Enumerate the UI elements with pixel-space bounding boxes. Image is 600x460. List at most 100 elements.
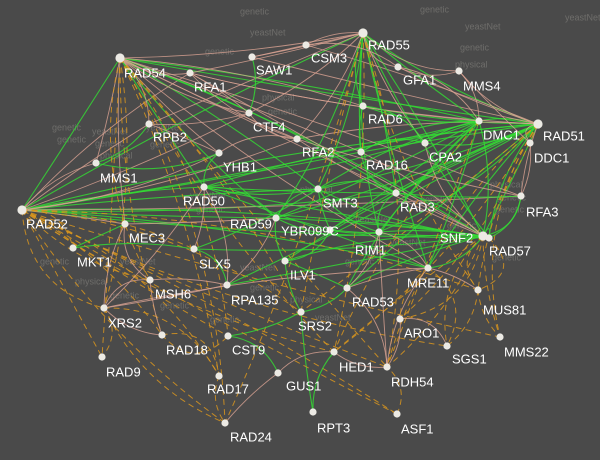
graph-node[interactable] (485, 234, 493, 242)
edge-type-label: physical (75, 276, 108, 286)
graph-node[interactable] (396, 315, 404, 323)
edge-type-label: genetic (95, 138, 125, 148)
graph-edge (203, 186, 397, 194)
graph-node[interactable] (455, 67, 463, 75)
graph-edge (21, 162, 97, 211)
graph-node[interactable] (186, 69, 194, 77)
graph-node[interactable] (302, 41, 310, 49)
graph-edge (214, 375, 226, 424)
graph-node[interactable] (478, 231, 488, 241)
graph-node[interactable] (394, 63, 402, 71)
graph-edge (148, 123, 220, 154)
graph-node[interactable] (281, 257, 289, 265)
graph-edge (362, 105, 426, 144)
graph-edge (119, 57, 484, 237)
graph-node[interactable] (358, 28, 368, 38)
edge-type-label: genetic (497, 192, 527, 202)
graph-node-label: SLX5 (199, 256, 231, 271)
graph-node[interactable] (421, 139, 429, 147)
graph-node[interactable] (215, 372, 223, 380)
graph-node[interactable] (375, 228, 383, 236)
graph-edge (72, 242, 195, 250)
graph-node-label: DMC1 (483, 127, 520, 142)
graph-node[interactable] (326, 226, 334, 234)
graph-node-label: RAD24 (230, 429, 272, 444)
graph-node[interactable] (293, 135, 301, 143)
graph-node[interactable] (190, 245, 198, 253)
graph-edge (224, 372, 279, 424)
graph-edge (317, 188, 331, 231)
edge-type-label: yeastNet (565, 12, 600, 22)
graph-edge (203, 120, 480, 188)
graph-edge (399, 317, 448, 347)
graph-node-label: MSH6 (155, 286, 191, 301)
graph-edge (284, 260, 348, 289)
graph-node[interactable] (272, 214, 280, 222)
graph-edge (305, 32, 364, 46)
graph-edge (21, 209, 398, 415)
graph-node[interactable] (146, 276, 154, 284)
graph-edge (189, 72, 298, 140)
graph-edge (21, 209, 151, 281)
graph-node[interactable] (158, 331, 166, 339)
graph-node[interactable] (200, 183, 208, 191)
graph-node[interactable] (330, 348, 338, 356)
graph-node[interactable] (392, 189, 400, 197)
graph-node[interactable] (343, 284, 351, 292)
graph-edge (346, 120, 480, 289)
edge-type-label: physical (290, 294, 323, 304)
graph-node[interactable] (121, 220, 129, 228)
graph-edge (362, 32, 400, 368)
graph-node[interactable] (92, 159, 100, 167)
graph-node[interactable] (309, 408, 317, 416)
graph-edge (119, 57, 429, 269)
graph-node[interactable] (98, 353, 106, 361)
edge-type-label: genetic (460, 42, 490, 52)
graph-node[interactable] (443, 342, 451, 350)
graph-node[interactable] (100, 304, 108, 312)
graph-node[interactable] (393, 410, 401, 418)
graph-node[interactable] (248, 53, 256, 61)
graph-node[interactable] (359, 102, 367, 110)
graph-node[interactable] (115, 53, 125, 63)
graph-node-label: RAD54 (124, 65, 166, 80)
graph-node-label: GFA1 (403, 72, 436, 87)
graph-edge (444, 235, 484, 347)
graph-edge (119, 57, 319, 190)
graph-node[interactable] (424, 264, 432, 272)
graph-node[interactable] (224, 332, 232, 340)
graph-node[interactable] (245, 109, 253, 117)
graph-edge (103, 284, 228, 309)
graph-node[interactable] (297, 308, 305, 316)
graph-node-label: RPT3 (317, 420, 350, 435)
graph-node[interactable] (145, 120, 153, 128)
graph-edge (378, 231, 429, 269)
graph-node[interactable] (221, 419, 229, 427)
graph-edge (284, 260, 302, 313)
graph-node[interactable] (274, 369, 282, 377)
graph-node[interactable] (475, 117, 483, 125)
graph-edge (189, 72, 484, 237)
node-layer[interactable] (17, 28, 543, 427)
graph-node[interactable] (215, 149, 223, 157)
graph-node[interactable] (314, 185, 322, 193)
graph-edge (488, 123, 539, 239)
graph-node[interactable] (474, 286, 482, 294)
graph-edge (21, 209, 398, 415)
graph-node[interactable] (223, 281, 231, 289)
graph-edge (333, 351, 388, 368)
graph-node[interactable] (517, 192, 525, 200)
graph-node[interactable] (17, 205, 27, 215)
graph-node[interactable] (533, 119, 543, 129)
graph-node[interactable] (496, 333, 504, 341)
graph-node[interactable] (357, 148, 365, 156)
graph-node[interactable] (526, 139, 534, 147)
graph-node[interactable] (383, 363, 391, 371)
graph-edge (21, 192, 397, 212)
graph-edge (477, 237, 505, 291)
graph-node-label: RAD59 (230, 216, 272, 231)
edge-label-watermark-layer: genetic yeastNet genetic genetic yeastNet gen… (40, 4, 600, 324)
graph-node[interactable] (69, 244, 77, 252)
